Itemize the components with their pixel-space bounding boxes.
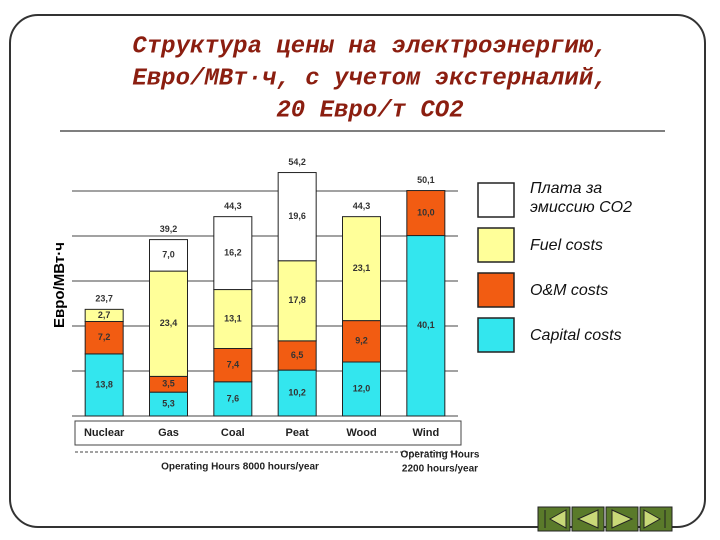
category-box	[74, 420, 462, 446]
value-label: 2,7	[98, 310, 111, 320]
bar-segment	[342, 320, 381, 363]
value-label: 6,5	[291, 350, 304, 360]
bar-segment	[277, 369, 317, 417]
value-label: 9,2	[355, 336, 368, 346]
note: 2200 hours/year	[402, 464, 478, 475]
value-label: 7,2	[98, 332, 111, 342]
nav-last-icon	[643, 509, 666, 529]
bar-segment	[342, 361, 381, 417]
x-tick-label: Wood	[346, 427, 376, 439]
value-label: 5,3	[162, 398, 175, 408]
note: Operating Hours	[401, 450, 480, 461]
legend-label: O&M costs	[530, 282, 609, 299]
bar-segment	[277, 172, 317, 262]
nav-prev-icon	[576, 509, 599, 529]
bar-segment	[149, 239, 188, 272]
bar-segment	[213, 381, 253, 417]
value-label: 10,0	[417, 207, 435, 217]
value-label: 19,6	[288, 211, 306, 221]
bar-segment	[342, 216, 381, 322]
bar-segment	[84, 308, 124, 323]
total-label: 44,3	[224, 201, 242, 211]
total-label: 23,7	[95, 294, 113, 304]
value-label: 40,1	[417, 320, 435, 330]
total-label: 39,2	[160, 224, 178, 234]
x-tick-label: Nuclear	[84, 427, 125, 439]
bar-segment	[213, 216, 253, 291]
x-tick-label: Gas	[158, 427, 179, 439]
legend-label: Capital costs	[530, 327, 622, 344]
title-line: 20 Евро/т CO2	[276, 97, 463, 124]
bar-segment	[277, 340, 317, 371]
x-tick-label: Peat	[286, 427, 310, 439]
value-label: 3,5	[162, 379, 175, 389]
legend-swatch	[477, 272, 515, 308]
nav-first-icon	[544, 509, 567, 529]
value-label: 17,8	[288, 295, 306, 305]
value-label: 13,1	[224, 313, 242, 323]
value-label: 13,8	[95, 379, 113, 389]
value-label: 12,0	[353, 383, 371, 393]
value-label: 7,6	[227, 393, 240, 403]
bar-segment	[149, 270, 188, 377]
legend-label: Плата за эмиссию CO2	[530, 180, 633, 216]
nav-next-icon	[611, 509, 634, 529]
total-label: 54,2	[288, 157, 306, 167]
legend-swatch	[477, 182, 515, 218]
total-label: 44,3	[353, 201, 371, 211]
y-axis-label: Евро/МВт·ч	[51, 242, 68, 328]
bar-segment	[213, 289, 253, 349]
nav-buttons	[537, 506, 673, 532]
bar-segment	[406, 190, 446, 237]
title-line: Евро/МВт·ч, с учетом экстерналий,	[132, 65, 607, 92]
value-label: 23,4	[160, 318, 178, 328]
value-label: 10,2	[288, 387, 306, 397]
slide-frame	[9, 14, 706, 528]
x-tick-label: Wind	[412, 427, 439, 439]
value-label: 23,1	[353, 263, 371, 273]
legend-swatch	[477, 227, 515, 263]
value-label: 7,4	[227, 360, 240, 370]
legend-label: Fuel costs	[530, 237, 603, 254]
bar-segment	[84, 353, 124, 417]
bar-segment	[277, 260, 317, 342]
x-tick-label: Coal	[221, 427, 245, 439]
total-label: 50,1	[417, 175, 435, 185]
note: Operating Hours 8000 hours/year	[161, 462, 319, 473]
legend-swatch	[477, 317, 515, 353]
bar-segment	[406, 235, 446, 417]
title-line: Структура цены на электроэнергию,	[132, 33, 607, 60]
value-label: 16,2	[224, 247, 242, 257]
bar-segment	[213, 348, 253, 383]
value-label: 7,0	[162, 250, 175, 260]
